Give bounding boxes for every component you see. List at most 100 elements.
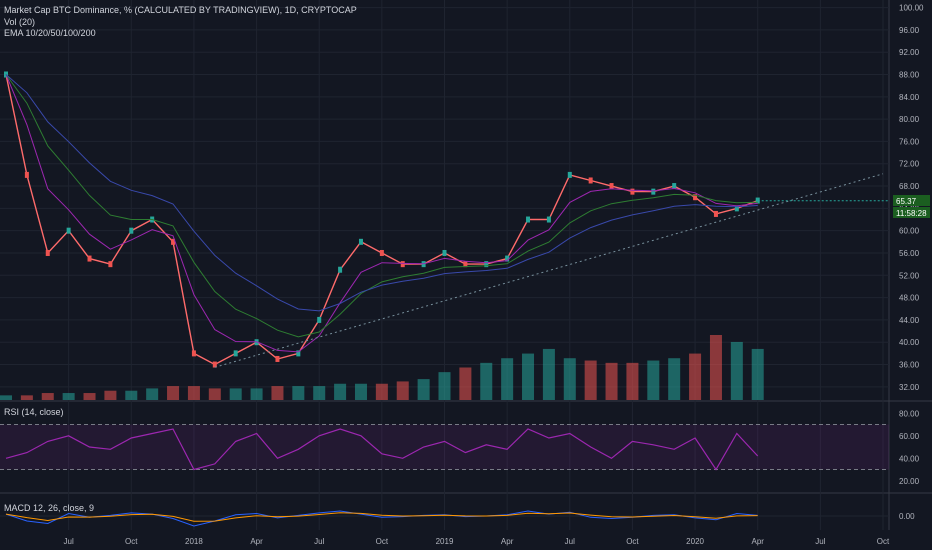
volume-bar: [83, 393, 96, 400]
macd-tick-label: 0.00: [899, 512, 915, 521]
volume-bar: [563, 358, 576, 400]
ema-line-100: [5, 74, 758, 312]
trendline: [214, 173, 884, 368]
price-candle: [66, 227, 71, 234]
time-axis[interactable]: Jul Oct 2018 Apr Jul Oct 2019 Apr Jul Oct 2020 Apr J…: [64, 537, 890, 546]
price-candle: [442, 249, 447, 256]
price-candle: [713, 210, 718, 217]
volume-bar: [438, 372, 451, 400]
price-tick-label: 96.00: [899, 26, 920, 35]
price-candle: [108, 261, 113, 268]
time-tick-label: 2020: [686, 537, 704, 546]
price-candle: [129, 227, 134, 234]
volume-bar: [689, 353, 702, 400]
volume-bar: [417, 379, 430, 400]
volume-bar: [313, 386, 326, 400]
volume-bar: [647, 360, 660, 400]
price-tick-label: 80.00: [899, 115, 920, 124]
rsi-tick-label: 60.00: [899, 432, 920, 441]
price-candle: [212, 361, 217, 368]
right-axis[interactable]: 100.00 96.00 92.00 88.00 84.00 80.00 76.00 72.0…: [899, 4, 924, 521]
macd-legend[interactable]: MACD 12, 26, close, 9: [4, 503, 95, 513]
volume-bar: [396, 381, 409, 400]
price-tick-label: 72.00: [899, 160, 920, 169]
rsi-panel: [0, 424, 889, 471]
price-badges: 65.37 11:58:28: [893, 195, 930, 218]
volume-bar: [292, 386, 305, 400]
time-tick-label: Oct: [376, 537, 389, 546]
price-tick-label: 36.00: [899, 361, 920, 370]
rsi-band: [0, 424, 889, 470]
price-tick-label: 48.00: [899, 294, 920, 303]
price-candle: [505, 255, 510, 262]
rsi-tick-label: 40.00: [899, 454, 920, 463]
price-candle: [546, 216, 551, 223]
time-tick-label: 2018: [185, 537, 203, 546]
time-tick-label: Jul: [815, 537, 825, 546]
volume-bar: [459, 367, 472, 400]
price-candle: [609, 183, 614, 190]
time-tick-label: Apr: [501, 537, 514, 546]
price-tick-label: 76.00: [899, 137, 920, 146]
price-candle: [672, 183, 677, 190]
price-badge-bg: [893, 195, 930, 206]
volume-bar: [626, 362, 639, 400]
price-candle: [400, 261, 405, 268]
price-candle: [171, 238, 176, 245]
volume-bar: [375, 383, 388, 400]
time-tick-label: 2019: [436, 537, 454, 546]
macd-signal-line: [5, 512, 758, 522]
price-candle: [296, 350, 301, 357]
price-tick-label: 60.00: [899, 227, 920, 236]
time-tick-label: Apr: [751, 537, 764, 546]
rsi-line: [5, 428, 759, 471]
price-candle: [317, 316, 322, 323]
time-tick-label: Oct: [626, 537, 639, 546]
volume-bar: [104, 390, 117, 400]
ema-line-20: [5, 74, 758, 353]
price-candle: [567, 171, 572, 178]
rsi-legend[interactable]: RSI (14, close): [4, 407, 64, 417]
volume-bars: [0, 335, 764, 400]
volume-legend[interactable]: Vol (20): [4, 17, 36, 27]
price-tick-label: 44.00: [899, 316, 920, 325]
price-candle: [45, 249, 50, 256]
volume-bar: [125, 390, 138, 400]
volume-bar: [41, 393, 54, 400]
volume-bar: [501, 358, 514, 400]
time-badge-bg: [893, 207, 930, 218]
volume-bar: [334, 383, 347, 400]
price-tick-label: 40.00: [899, 338, 920, 347]
price-tick-label: 56.00: [899, 249, 920, 258]
price-candle: [734, 205, 739, 212]
price-badge-text: 65.37: [896, 197, 917, 206]
volume-bar: [167, 386, 180, 400]
time-badge-text: 11:58:28: [896, 209, 927, 218]
time-tick-label: Apr: [250, 537, 263, 546]
ema-line-50: [5, 74, 758, 338]
volume-bar: [187, 386, 200, 400]
volume-bar: [709, 335, 722, 400]
volume-bar: [208, 388, 221, 400]
volume-bar: [751, 348, 764, 400]
price-candle: [338, 266, 343, 273]
ema-legend[interactable]: EMA 10/20/50/100/200: [4, 28, 96, 38]
time-tick-label: Jul: [565, 537, 575, 546]
price-candle: [275, 355, 280, 362]
price-candle: [693, 194, 698, 201]
time-tick-label: Jul: [314, 537, 324, 546]
price-tick-label: 100.00: [899, 4, 924, 13]
volume-bar: [229, 388, 242, 400]
price-tick-label: 32.00: [899, 383, 920, 392]
price-tick-label: 52.00: [899, 271, 920, 280]
main-series-title[interactable]: Market Cap BTC Dominance, % (CALCULATED …: [4, 5, 357, 15]
rsi-tick-label: 80.00: [899, 409, 920, 418]
time-tick-label: Oct: [877, 537, 890, 546]
price-tick-label: 68.00: [899, 182, 920, 191]
volume-bar: [480, 362, 493, 400]
price-candle: [588, 177, 593, 184]
time-tick-label: Jul: [64, 537, 74, 546]
price-candle: [87, 255, 92, 262]
price-candle: [191, 350, 196, 357]
